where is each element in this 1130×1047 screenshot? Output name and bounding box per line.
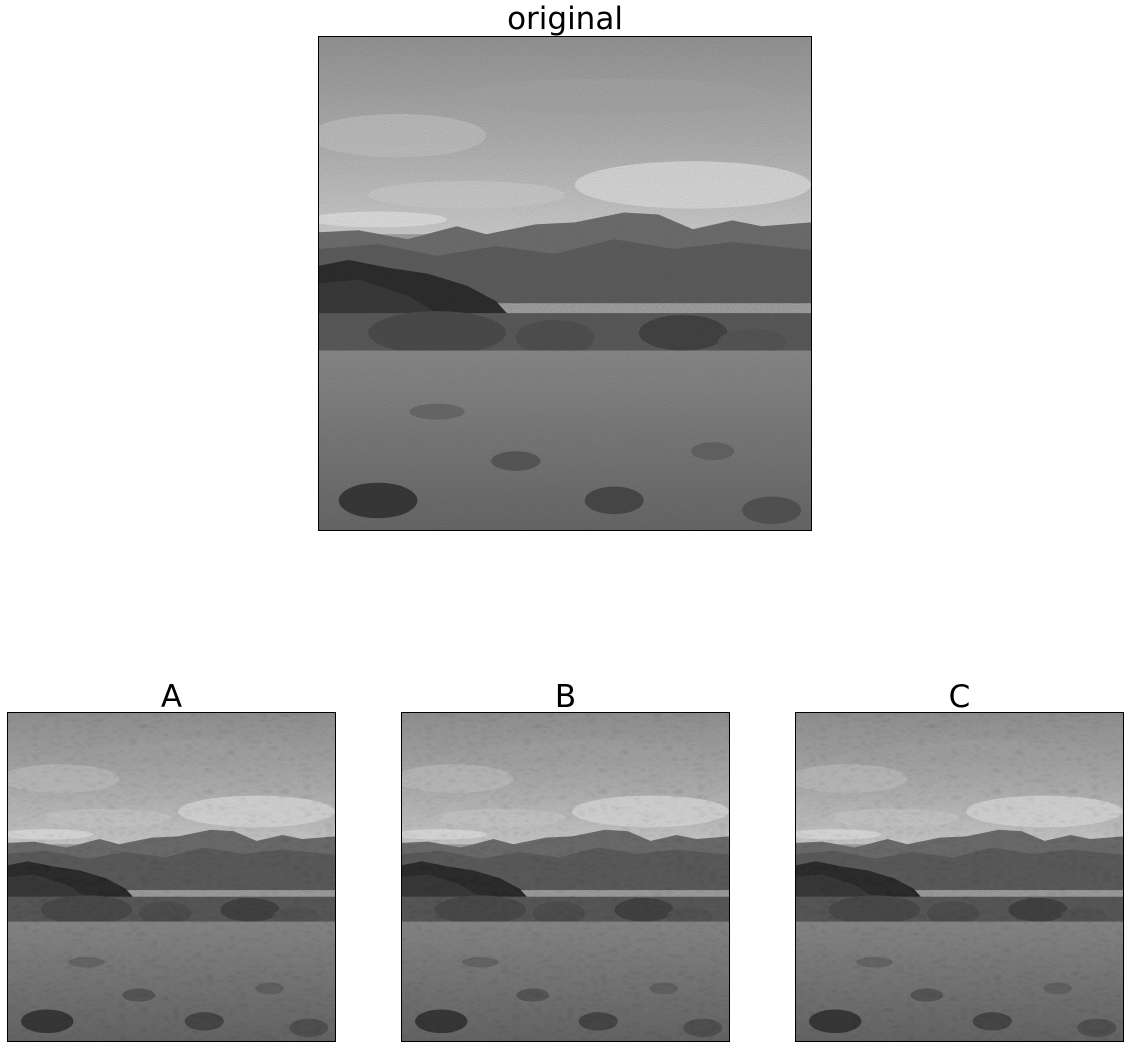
image-reconstruction-a (7, 712, 336, 1042)
image-original (318, 36, 812, 531)
panel-a: A (7, 678, 336, 1042)
panel-title-original: original (507, 1, 623, 37)
image-reconstruction-b (401, 712, 730, 1042)
panel-title-b: B (554, 679, 577, 715)
panel-b: B (401, 678, 730, 1042)
panel-c: C (795, 678, 1124, 1042)
image-reconstruction-c (795, 712, 1124, 1042)
panel-title-c: C (948, 679, 971, 715)
panel-title-a: A (160, 679, 183, 715)
panel-original: original (318, 0, 812, 531)
